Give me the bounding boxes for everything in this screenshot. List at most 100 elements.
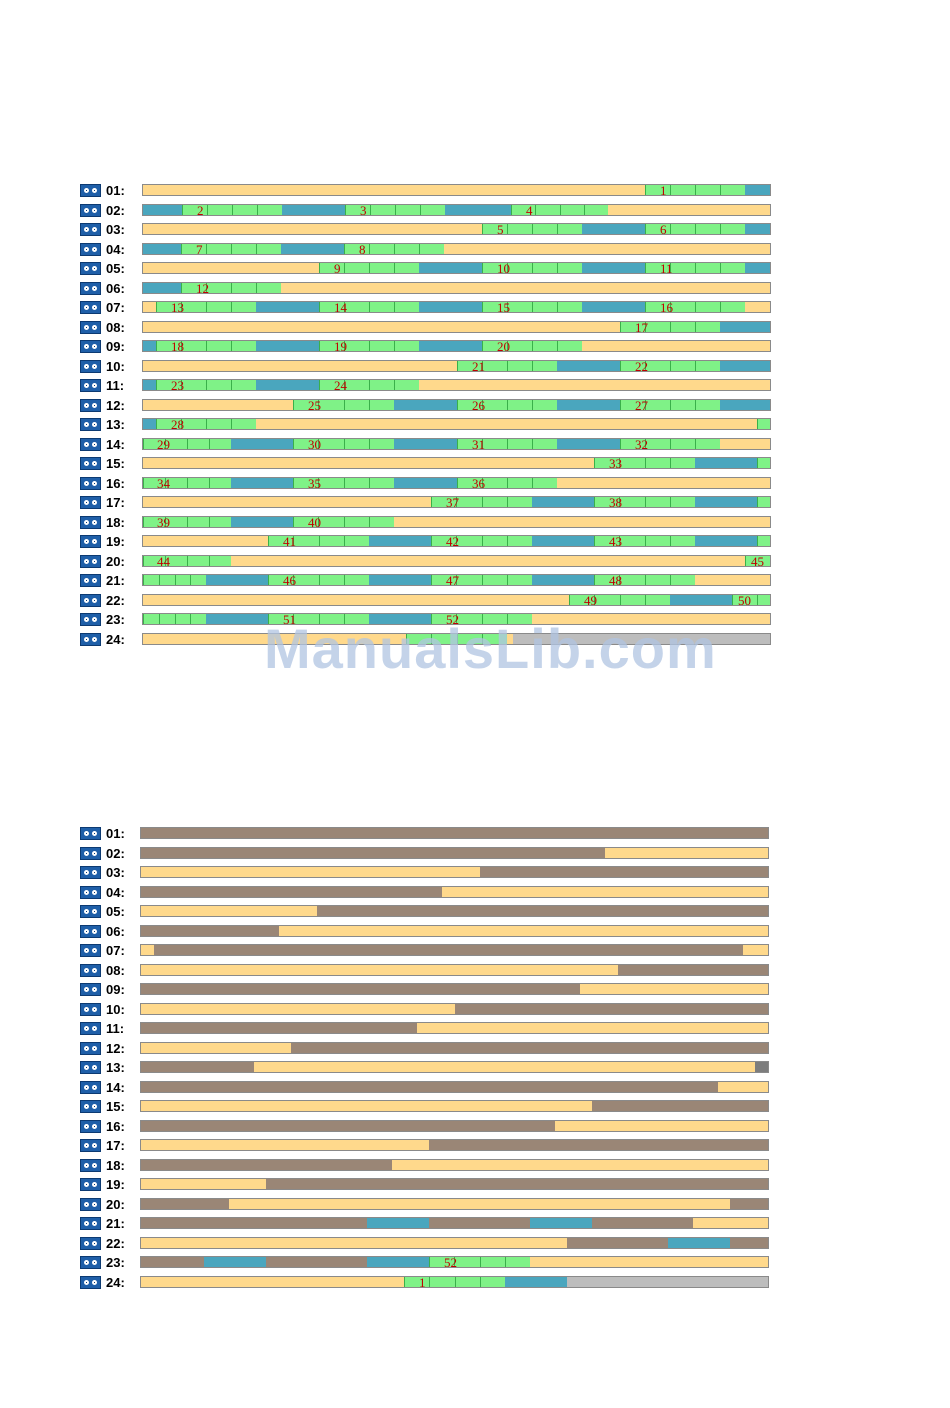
data-segment[interactable] (141, 1218, 367, 1228)
recording-segment[interactable] (165, 517, 187, 527)
recording-segment[interactable] (344, 380, 369, 390)
recording-segment[interactable] (505, 1257, 530, 1267)
idle-segment[interactable] (143, 536, 268, 546)
recording-segment[interactable] (507, 478, 532, 488)
recording-segment[interactable] (482, 341, 507, 351)
camera-icon[interactable] (80, 1237, 101, 1250)
timeline-bar[interactable]: 37 38 (142, 496, 771, 508)
camera-icon[interactable] (80, 418, 101, 431)
event-segment[interactable] (143, 341, 156, 351)
camera-icon[interactable] (80, 379, 101, 392)
data-segment[interactable] (141, 1257, 204, 1267)
recording-segment[interactable] (670, 439, 695, 449)
camera-icon[interactable] (80, 399, 101, 412)
data-segment[interactable] (141, 1062, 254, 1072)
camera-icon[interactable] (80, 204, 101, 217)
recording-segment[interactable] (369, 263, 394, 273)
idle-segment[interactable] (143, 263, 319, 273)
recording-segment[interactable] (182, 205, 207, 215)
timeline-bar[interactable]: 51 52 (142, 613, 771, 625)
idle-segment[interactable] (143, 302, 156, 312)
recording-segment[interactable] (507, 302, 532, 312)
recording-segment[interactable] (670, 185, 695, 195)
recording-segment[interactable] (482, 439, 507, 449)
channel-row[interactable]: 24: 1 (80, 1275, 771, 1290)
data-segment[interactable] (567, 1238, 668, 1248)
idle-segment[interactable] (442, 887, 768, 897)
event-segment[interactable] (668, 1238, 730, 1248)
channel-row[interactable]: 10: (80, 1002, 771, 1017)
event-segment[interactable] (282, 205, 345, 215)
recording-segment[interactable] (293, 478, 318, 488)
channel-row[interactable]: 20: (80, 1197, 771, 1212)
event-segment[interactable] (281, 244, 344, 254)
recording-segment[interactable] (318, 517, 344, 527)
idle-segment[interactable] (141, 945, 154, 955)
recording-segment[interactable] (457, 634, 482, 644)
timeline-bar[interactable] (140, 1237, 769, 1249)
channel-row[interactable]: 14: (80, 1080, 771, 1095)
channel-row[interactable]: 08: 17 (80, 320, 773, 335)
recording-segment[interactable] (187, 478, 209, 488)
channel-row[interactable]: 18: (80, 1158, 771, 1173)
recording-segment[interactable] (175, 614, 190, 624)
recording-segment[interactable] (454, 1257, 480, 1267)
recording-segment[interactable] (645, 497, 670, 507)
recording-segment[interactable] (256, 283, 281, 293)
recording-segment[interactable] (293, 614, 319, 624)
timeline-bar[interactable]: 46 47 48 (142, 574, 771, 586)
event-segment[interactable] (231, 478, 293, 488)
recording-segment[interactable] (757, 595, 770, 605)
camera-icon[interactable] (80, 457, 101, 470)
recording-segment[interactable] (187, 517, 209, 527)
idle-segment[interactable] (582, 341, 770, 351)
channel-row[interactable]: 11: 23 24 (80, 378, 773, 393)
camera-icon[interactable] (80, 1120, 101, 1133)
camera-icon[interactable] (80, 477, 101, 490)
recording-segment[interactable] (256, 244, 281, 254)
channel-row[interactable]: 14: 29 30 31 32 (80, 437, 773, 452)
recording-segment[interactable] (231, 283, 256, 293)
idle-segment[interactable] (143, 361, 457, 371)
idle-segment[interactable] (417, 1023, 768, 1033)
camera-icon[interactable] (80, 1042, 101, 1055)
idle-segment[interactable] (394, 517, 770, 527)
timeline-bar[interactable] (140, 1159, 769, 1171)
idle-segment[interactable] (279, 926, 768, 936)
recording-segment[interactable] (395, 205, 420, 215)
recording-segment[interactable] (268, 536, 293, 546)
channel-row[interactable]: 17: (80, 1138, 771, 1153)
recording-segment[interactable] (181, 283, 206, 293)
recording-segment[interactable] (507, 439, 532, 449)
recording-segment[interactable] (369, 478, 394, 488)
recording-segment[interactable] (165, 478, 187, 488)
recording-segment[interactable] (557, 302, 582, 312)
idle-segment[interactable] (743, 945, 768, 955)
recording-segment[interactable] (257, 205, 282, 215)
idle-segment[interactable] (141, 1238, 567, 1248)
recording-segment[interactable] (344, 244, 369, 254)
recording-segment[interactable] (695, 263, 720, 273)
idle-segment[interactable] (143, 185, 645, 195)
recording-segment[interactable] (394, 263, 419, 273)
recording-segment[interactable] (231, 419, 256, 429)
recording-segment[interactable] (456, 536, 482, 546)
recording-segment[interactable] (670, 361, 695, 371)
recording-segment[interactable] (319, 341, 344, 351)
channel-row[interactable]: 05: 9 10 11 (80, 261, 773, 276)
event-segment[interactable] (204, 1257, 266, 1267)
camera-icon[interactable] (80, 1139, 101, 1152)
timeline-bar[interactable] (140, 1198, 769, 1210)
recording-segment[interactable] (209, 556, 231, 566)
recording-segment[interactable] (419, 244, 444, 254)
channel-row[interactable]: 07: (80, 943, 771, 958)
channel-row[interactable]: 17: 37 38 (80, 495, 773, 510)
timeline-bar[interactable]: 13 14 15 16 (142, 301, 771, 313)
recording-segment[interactable] (344, 263, 369, 273)
recording-segment[interactable] (456, 614, 482, 624)
idle-segment[interactable] (530, 1257, 768, 1267)
recording-segment[interactable] (569, 595, 594, 605)
event-segment[interactable] (720, 322, 770, 332)
timeline-bar[interactable] (140, 1217, 769, 1229)
